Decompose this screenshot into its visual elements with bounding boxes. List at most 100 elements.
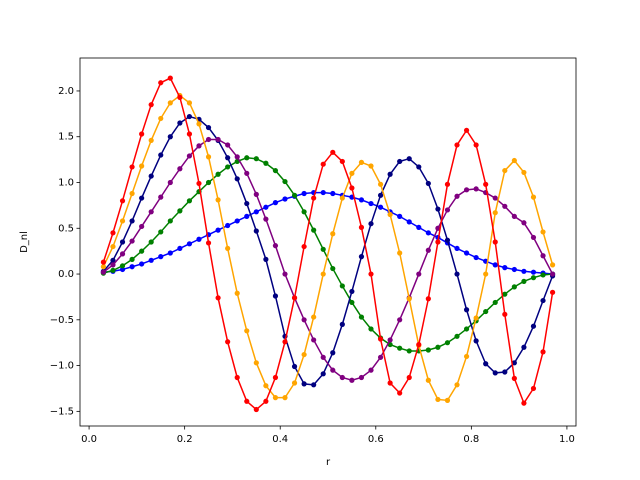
data-point bbox=[502, 167, 508, 174]
data-point bbox=[397, 390, 403, 396]
y-tick-label: −0.5 bbox=[50, 315, 74, 326]
data-point bbox=[463, 187, 470, 193]
data-point bbox=[282, 395, 288, 401]
data-point bbox=[502, 203, 508, 209]
data-point bbox=[387, 171, 393, 177]
data-point bbox=[473, 254, 479, 261]
data-point bbox=[540, 253, 546, 259]
y-axis-label: D_nl bbox=[19, 231, 30, 253]
data-point bbox=[349, 170, 355, 176]
data-point bbox=[215, 171, 221, 177]
x-axis-label: r bbox=[326, 457, 331, 468]
data-point bbox=[215, 227, 221, 233]
data-point bbox=[311, 382, 317, 388]
data-point bbox=[387, 211, 393, 218]
data-point bbox=[454, 142, 460, 148]
data-point bbox=[234, 218, 240, 224]
y-tick-label: −1.0 bbox=[50, 361, 74, 372]
data-point bbox=[368, 271, 374, 277]
data-point bbox=[320, 271, 326, 277]
data-point bbox=[167, 75, 173, 81]
data-point bbox=[454, 193, 460, 199]
data-point bbox=[530, 385, 537, 392]
data-point bbox=[177, 208, 183, 214]
data-point bbox=[397, 213, 403, 219]
data-point bbox=[358, 314, 365, 320]
data-point bbox=[502, 291, 508, 297]
data-point bbox=[253, 191, 259, 197]
data-point bbox=[320, 354, 326, 360]
data-point bbox=[119, 263, 126, 269]
data-point bbox=[435, 344, 441, 350]
data-point bbox=[139, 223, 145, 230]
data-point bbox=[139, 261, 145, 267]
data-point bbox=[320, 246, 326, 252]
data-point bbox=[263, 204, 269, 210]
data-point bbox=[282, 178, 288, 185]
data-point bbox=[253, 228, 259, 234]
data-point bbox=[330, 231, 336, 237]
data-point bbox=[177, 166, 183, 172]
data-point bbox=[291, 192, 298, 198]
data-point bbox=[244, 155, 250, 161]
data-point bbox=[425, 377, 431, 383]
data-point bbox=[502, 311, 508, 317]
data-point bbox=[416, 224, 422, 230]
data-point bbox=[167, 218, 173, 224]
data-point bbox=[444, 181, 451, 187]
data-point bbox=[358, 159, 365, 165]
data-point bbox=[225, 164, 231, 170]
data-point bbox=[521, 344, 527, 350]
data-point bbox=[377, 354, 384, 360]
data-point bbox=[330, 350, 336, 356]
data-point bbox=[244, 200, 250, 207]
y-tick-label: −1.5 bbox=[50, 406, 74, 417]
data-point bbox=[463, 353, 470, 360]
data-point bbox=[167, 250, 173, 256]
data-point bbox=[301, 190, 307, 197]
data-point bbox=[215, 197, 221, 203]
data-point bbox=[311, 195, 317, 201]
data-point bbox=[311, 314, 317, 320]
data-point bbox=[406, 296, 412, 302]
data-point bbox=[502, 265, 508, 271]
data-point bbox=[272, 293, 279, 299]
data-point bbox=[444, 340, 451, 346]
data-point bbox=[100, 259, 107, 265]
data-point bbox=[177, 245, 183, 252]
data-point bbox=[368, 221, 374, 227]
data-point bbox=[158, 254, 164, 260]
data-point bbox=[406, 374, 412, 381]
data-point bbox=[177, 94, 183, 100]
data-point bbox=[244, 170, 250, 176]
data-point bbox=[540, 272, 546, 278]
data-point bbox=[167, 134, 173, 140]
data-point bbox=[148, 137, 154, 143]
data-point bbox=[205, 154, 212, 160]
data-point bbox=[454, 382, 460, 388]
data-point bbox=[330, 190, 336, 197]
data-point bbox=[406, 348, 412, 354]
data-point bbox=[358, 197, 365, 203]
data-point bbox=[139, 131, 145, 137]
data-point bbox=[397, 158, 403, 165]
data-point bbox=[119, 251, 126, 257]
data-point bbox=[158, 152, 164, 158]
data-point bbox=[215, 136, 221, 143]
data-point bbox=[320, 161, 326, 167]
data-point bbox=[272, 200, 279, 206]
data-point bbox=[339, 321, 345, 327]
data-point bbox=[110, 257, 116, 263]
data-point bbox=[463, 250, 470, 256]
data-point bbox=[425, 247, 431, 253]
data-point bbox=[225, 142, 231, 148]
data-point bbox=[234, 176, 240, 182]
data-point bbox=[530, 269, 537, 275]
data-point bbox=[416, 271, 422, 277]
data-point bbox=[387, 337, 393, 343]
data-point bbox=[540, 229, 546, 235]
data-point bbox=[186, 241, 193, 247]
data-point bbox=[225, 155, 231, 161]
